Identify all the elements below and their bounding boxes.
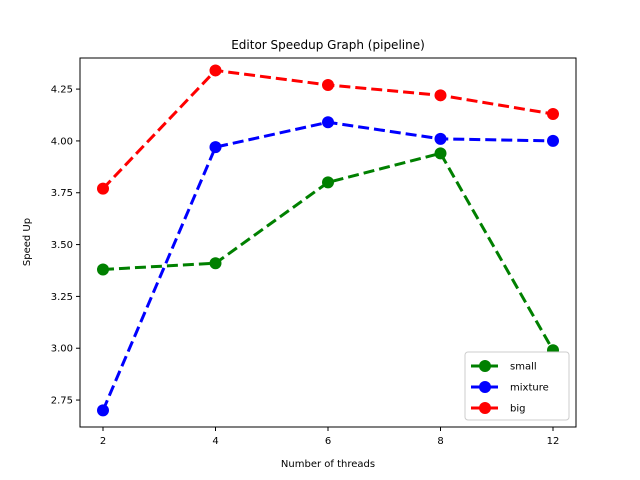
data-point-mixture (322, 116, 334, 129)
legend: small mixture big (464, 351, 570, 421)
y-tick-label: 3.25 (51, 292, 73, 303)
chart-title: Editor Speedup Graph (pipeline) (231, 38, 425, 52)
series-mixture (97, 116, 559, 417)
data-point-mixture (209, 141, 222, 154)
data-point-mixture (434, 132, 447, 145)
y-axis-label: Speed Up (22, 218, 33, 266)
y-tick-label: 3.00 (51, 344, 73, 355)
data-point-small (322, 176, 334, 189)
data-point-small (97, 263, 109, 276)
legend-item-small: small (471, 360, 537, 373)
data-point-mixture (547, 134, 559, 147)
series-small (97, 147, 559, 357)
data-point-small (209, 257, 222, 270)
legend-item-big: big (471, 402, 525, 415)
legend-swatch-marker (479, 360, 491, 372)
data-point-big (322, 78, 334, 91)
data-point-big (209, 64, 222, 77)
data-point-big (434, 89, 447, 102)
y-tick-label: 4.00 (51, 136, 73, 147)
plot-area (79, 57, 577, 428)
data-point-small (434, 147, 447, 160)
x-tick-label: 12 (547, 436, 560, 447)
x-tick-label: 2 (100, 436, 106, 447)
series-line-small (102, 151, 555, 352)
x-axis-label: Number of threads (281, 459, 375, 470)
y-tick-label: 3.75 (51, 188, 73, 199)
y-axis-ticks: 2.75 3.00 3.25 3.50 3.75 4.00 4.25 (51, 85, 80, 407)
y-tick-label: 2.75 (51, 396, 73, 407)
legend-label: big (510, 404, 525, 415)
data-point-big (97, 182, 109, 195)
legend-swatch-marker (479, 402, 491, 414)
data-point-mixture (97, 404, 109, 417)
x-tick-label: 4 (212, 436, 218, 447)
legend-box (464, 351, 570, 421)
data-point-big (547, 107, 559, 120)
x-tick-label: 6 (325, 436, 331, 447)
y-tick-label: 4.25 (51, 85, 73, 96)
y-tick-label: 3.50 (51, 240, 73, 251)
series-layer (97, 64, 559, 417)
x-tick-label: 8 (437, 436, 443, 447)
series-big (97, 64, 559, 195)
x-axis-ticks: 2 4 6 8 12 (100, 427, 560, 447)
legend-swatch-marker (479, 381, 491, 393)
legend-label: mixture (510, 383, 549, 394)
legend-item-mixture: mixture (471, 381, 549, 394)
legend-label: small (510, 362, 537, 373)
